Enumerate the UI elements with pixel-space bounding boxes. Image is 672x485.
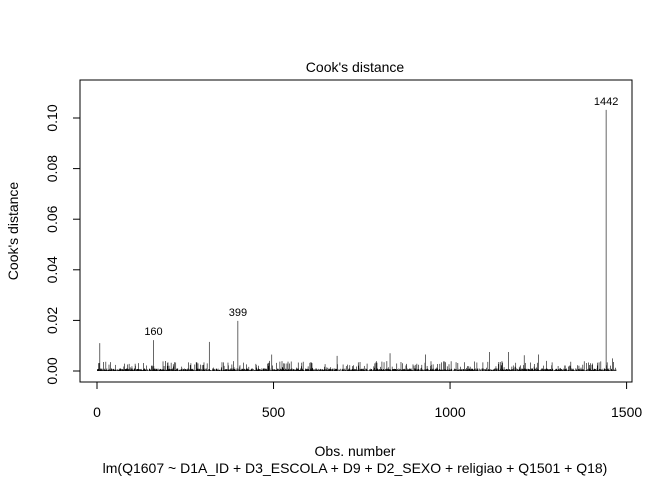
cooks-bars: [97, 109, 617, 371]
point-labels: 160 399 1442: [144, 96, 618, 338]
y-axis: 0.00 0.02 0.04 0.06 0.08 0.10: [44, 104, 80, 385]
x-axis: 0 500 1000 1500: [93, 382, 642, 420]
x-tick-label: 1500: [611, 404, 642, 420]
x-tick-label: 1000: [434, 404, 465, 420]
x-axis-label: Obs. number: [315, 443, 396, 459]
x-tick-label: 0: [93, 404, 101, 420]
y-tick-label: 0.00: [44, 357, 60, 384]
y-tick-label: 0.10: [44, 104, 60, 131]
point-label-399: 399: [229, 307, 247, 319]
y-tick-label: 0.06: [44, 205, 60, 232]
y-tick-label: 0.02: [44, 307, 60, 334]
y-tick-label: 0.08: [44, 155, 60, 182]
plot-box: [79, 79, 633, 383]
point-label-160: 160: [144, 326, 162, 338]
chart-subtitle: lm(Q1607 ~ D1A_ID + D3_ESCOLA + D9 + D2_…: [103, 460, 608, 476]
x-tick-label: 500: [262, 404, 286, 420]
chart-title: Cook's distance: [306, 59, 405, 75]
y-tick-label: 0.04: [44, 256, 60, 283]
point-label-1442: 1442: [594, 96, 618, 108]
y-axis-label: Cook's distance: [5, 182, 21, 281]
